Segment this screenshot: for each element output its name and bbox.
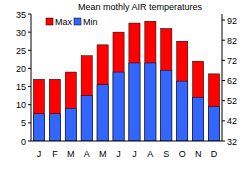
bar (129, 23, 140, 141)
bar (33, 79, 44, 141)
x-axis (31, 141, 222, 142)
bar (193, 97, 204, 141)
y-tick (28, 104, 31, 105)
x-tick-label: J (132, 149, 137, 159)
bar (145, 63, 156, 141)
bar (97, 45, 108, 141)
bar (177, 81, 188, 141)
bar (208, 107, 219, 141)
y2-tick-label: 92 (227, 16, 237, 26)
x-tick-label: F (52, 149, 58, 159)
x-tick-label: J (37, 149, 42, 159)
y-tick (28, 122, 31, 123)
x-tick-label: N (195, 149, 202, 159)
y-tick (28, 86, 31, 87)
bar (97, 85, 108, 141)
y-tick (28, 141, 31, 142)
bar (81, 56, 92, 141)
y-tick (28, 50, 31, 51)
chart: Mean mothly AIR temperatures 0 5 10 15 20 25 30… (0, 0, 249, 179)
y2-axis (222, 14, 223, 141)
x-tick-label: J (116, 149, 121, 159)
y2-tick (222, 40, 225, 41)
y2-tick-label: 62 (227, 76, 237, 86)
y-tick (28, 68, 31, 69)
x-tick-label: D (211, 149, 218, 159)
y-tick-label: 10 (16, 100, 26, 110)
x-tick-label: A (147, 149, 153, 159)
y2-tick (222, 100, 225, 101)
legend-label: Max (55, 17, 73, 27)
bar (145, 21, 156, 141)
bar (33, 114, 44, 141)
y-tick-label: 5 (21, 118, 26, 128)
bar (49, 79, 60, 141)
bar (49, 114, 60, 141)
bar (65, 72, 76, 141)
bar (161, 70, 172, 141)
y2-tick (222, 80, 225, 81)
y-tick-label: 35 (16, 10, 26, 20)
y-tick-label: 25 (16, 46, 26, 56)
bar (208, 74, 219, 141)
x-tick-label: M (67, 149, 75, 159)
y2-tick (222, 20, 225, 21)
y2-tick-label: 72 (227, 56, 237, 66)
x-tick-label: A (84, 149, 90, 159)
y2-tick-label: 42 (227, 116, 237, 126)
bar (161, 29, 172, 141)
bar (129, 63, 140, 141)
bar (177, 41, 188, 141)
y-tick (28, 14, 31, 15)
legend-swatch (74, 18, 81, 25)
legend-label: Min (83, 17, 98, 27)
y2-tick (222, 120, 225, 121)
y2-tick-label: 52 (227, 96, 237, 106)
x-tick-label: S (163, 149, 169, 159)
bar (113, 72, 124, 141)
y-axis (31, 14, 32, 141)
y-tick-label: 15 (16, 82, 26, 92)
title: Mean mothly AIR temperatures (78, 2, 203, 12)
bars (33, 21, 219, 141)
bar (193, 61, 204, 141)
y2-tick (222, 60, 225, 61)
x-tick-label: O (179, 149, 186, 159)
x-tick-label: M (99, 149, 107, 159)
y-tick-label: 20 (16, 64, 26, 74)
y-tick-label: 30 (16, 28, 26, 38)
legend-swatch (46, 18, 53, 25)
y2-tick-label: 32 (227, 137, 237, 147)
y-tick (28, 32, 31, 33)
y-tick-label: 0 (21, 137, 26, 147)
y2-tick-label: 82 (227, 36, 237, 46)
bar (65, 108, 76, 141)
bar (81, 96, 92, 141)
y2-tick (222, 141, 225, 142)
bar (113, 32, 124, 141)
